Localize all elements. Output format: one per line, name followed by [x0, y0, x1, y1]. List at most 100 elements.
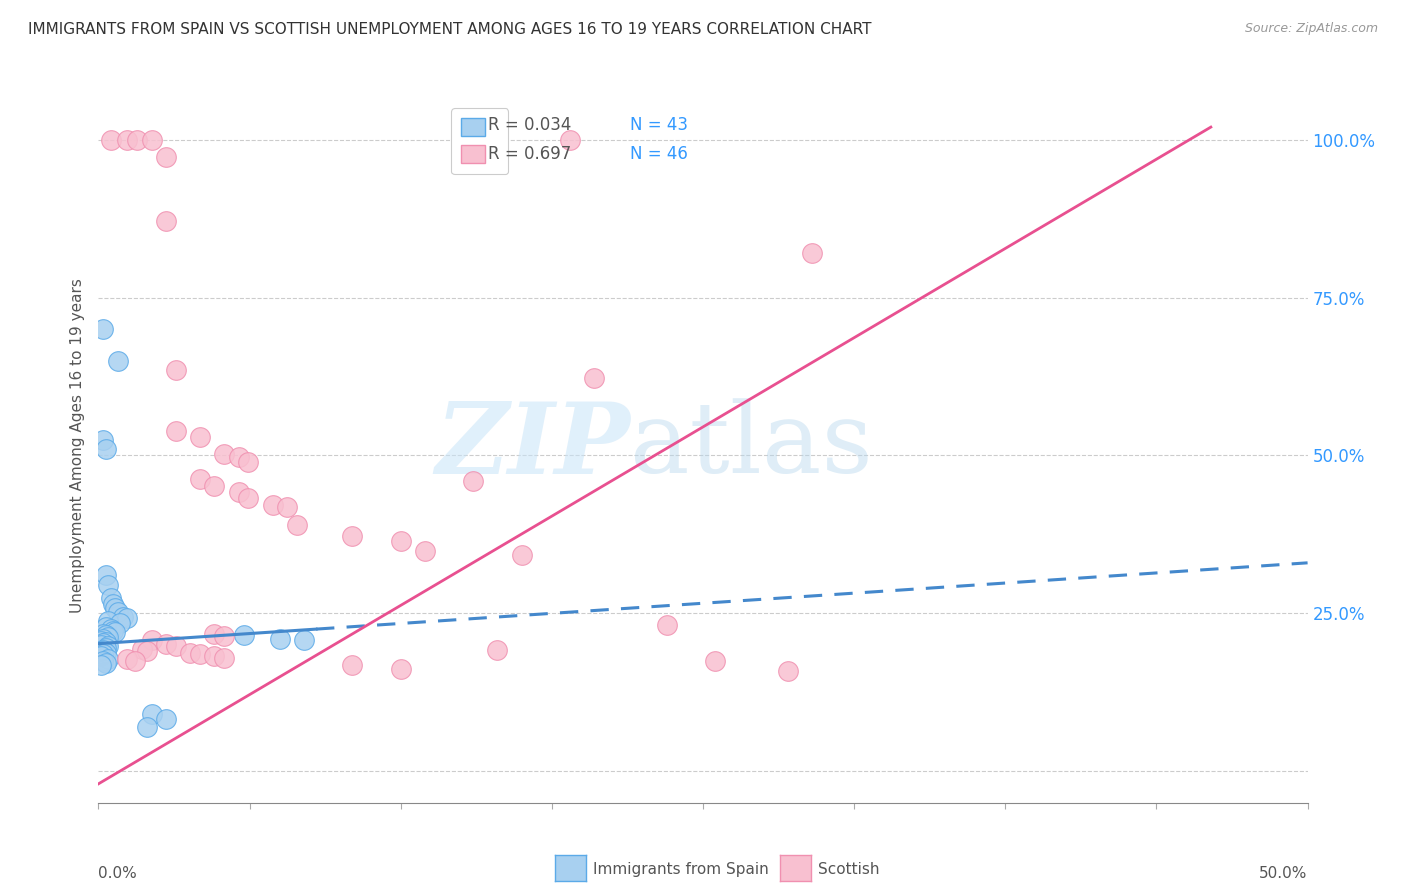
Point [204, 626, 226, 640]
Point [100, 622, 122, 636]
Point [558, 133, 581, 147]
Point [155, 637, 177, 651]
Text: IMMIGRANTS FROM SPAIN VS SCOTTISH UNEMPLOYMENT AMONG AGES 16 TO 19 YEARS CORRELA: IMMIGRANTS FROM SPAIN VS SCOTTISH UNEMPL… [28, 22, 872, 37]
Point [91, 626, 114, 640]
Legend: , : , [451, 108, 508, 174]
Point [413, 544, 436, 558]
Point [97, 652, 120, 666]
Text: Scottish: Scottish [818, 863, 880, 877]
Point [463, 474, 485, 488]
Point [91, 322, 114, 336]
Point [94, 634, 117, 648]
Point [135, 720, 157, 734]
Point [238, 491, 260, 506]
Point [101, 597, 124, 611]
Point [342, 658, 364, 673]
Point [94, 646, 117, 660]
Text: Immigrants from Spain: Immigrants from Spain [593, 863, 769, 877]
Point [117, 611, 139, 625]
Point [155, 713, 177, 727]
Point [188, 648, 211, 662]
Point [124, 654, 146, 668]
Point [510, 548, 533, 562]
Text: R = 0.034: R = 0.034 [488, 116, 571, 135]
Text: N = 43: N = 43 [630, 116, 689, 135]
Point [141, 632, 163, 647]
Point [94, 620, 117, 634]
Point [232, 628, 254, 642]
Point [90, 633, 112, 648]
Point [776, 665, 799, 679]
Point [269, 632, 291, 646]
Point [800, 246, 823, 260]
Point [135, 644, 157, 658]
Point [101, 624, 124, 638]
Point [238, 455, 260, 469]
Point [155, 213, 177, 227]
Point [97, 630, 120, 644]
Point [204, 649, 226, 664]
Point [704, 654, 727, 668]
Point [212, 629, 235, 643]
Point [90, 644, 112, 658]
Text: Source: ZipAtlas.com: Source: ZipAtlas.com [1244, 22, 1378, 36]
Point [292, 632, 315, 647]
Point [97, 639, 120, 653]
Point [228, 485, 250, 500]
Text: atlas: atlas [630, 398, 873, 494]
Point [91, 433, 114, 447]
Point [90, 658, 112, 673]
Point [179, 646, 201, 660]
Point [104, 625, 127, 640]
Point [127, 133, 149, 147]
Y-axis label: Unemployment Among Ages 16 to 19 years: Unemployment Among Ages 16 to 19 years [69, 278, 84, 614]
Point [131, 641, 153, 656]
Point [94, 641, 117, 656]
Point [91, 648, 114, 662]
Point [94, 568, 117, 582]
Point [262, 498, 284, 512]
Point [212, 650, 235, 665]
Text: 0.0%: 0.0% [98, 866, 138, 881]
Point [107, 605, 129, 619]
Text: 50.0%: 50.0% [1260, 866, 1308, 881]
Point [165, 425, 187, 439]
Point [97, 614, 120, 628]
Point [204, 479, 226, 493]
Point [389, 533, 412, 548]
Point [188, 429, 211, 443]
Point [155, 150, 177, 164]
Point [91, 654, 114, 668]
Point [111, 609, 134, 624]
Point [104, 601, 127, 615]
Text: R = 0.697: R = 0.697 [488, 145, 571, 163]
Point [583, 371, 606, 385]
Point [228, 450, 250, 464]
Point [91, 632, 114, 646]
Point [165, 639, 187, 653]
Point [94, 628, 117, 642]
Point [212, 447, 235, 461]
Text: ZIP: ZIP [436, 398, 630, 494]
Point [117, 652, 139, 666]
Point [141, 133, 163, 147]
Point [90, 649, 112, 664]
Point [389, 662, 412, 676]
Point [91, 636, 114, 650]
Point [91, 643, 114, 657]
Point [342, 529, 364, 543]
Point [165, 363, 187, 377]
Point [108, 615, 131, 630]
Point [285, 517, 308, 532]
Point [117, 133, 139, 147]
Text: N = 46: N = 46 [630, 145, 689, 163]
Point [141, 707, 163, 722]
Point [276, 500, 298, 515]
Point [188, 473, 211, 487]
Point [97, 578, 120, 592]
Point [94, 656, 117, 670]
Point [94, 442, 117, 457]
Point [107, 353, 129, 368]
Point [655, 617, 678, 632]
Point [486, 643, 509, 657]
